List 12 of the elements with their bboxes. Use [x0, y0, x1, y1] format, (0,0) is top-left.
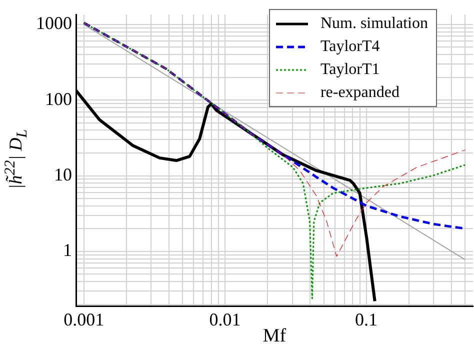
y-tick-label: 1000 [36, 13, 72, 34]
legend-label: TaylorT1 [320, 60, 380, 78]
legend-label: re-expanded [320, 84, 400, 102]
legend-label: Num. simulation [320, 14, 428, 32]
x-tick-label: 0.001 [64, 310, 104, 330]
y-tick-label: 10 [54, 164, 72, 184]
y-tick-label: 100 [45, 88, 72, 109]
x-axis-title: Mf [262, 326, 287, 347]
y-tick-label: 1 [63, 240, 72, 260]
legend-label: TaylorT4 [320, 38, 380, 56]
x-tick-label: 0.1 [355, 310, 378, 330]
x-tick-label: 0.01 [209, 310, 241, 330]
